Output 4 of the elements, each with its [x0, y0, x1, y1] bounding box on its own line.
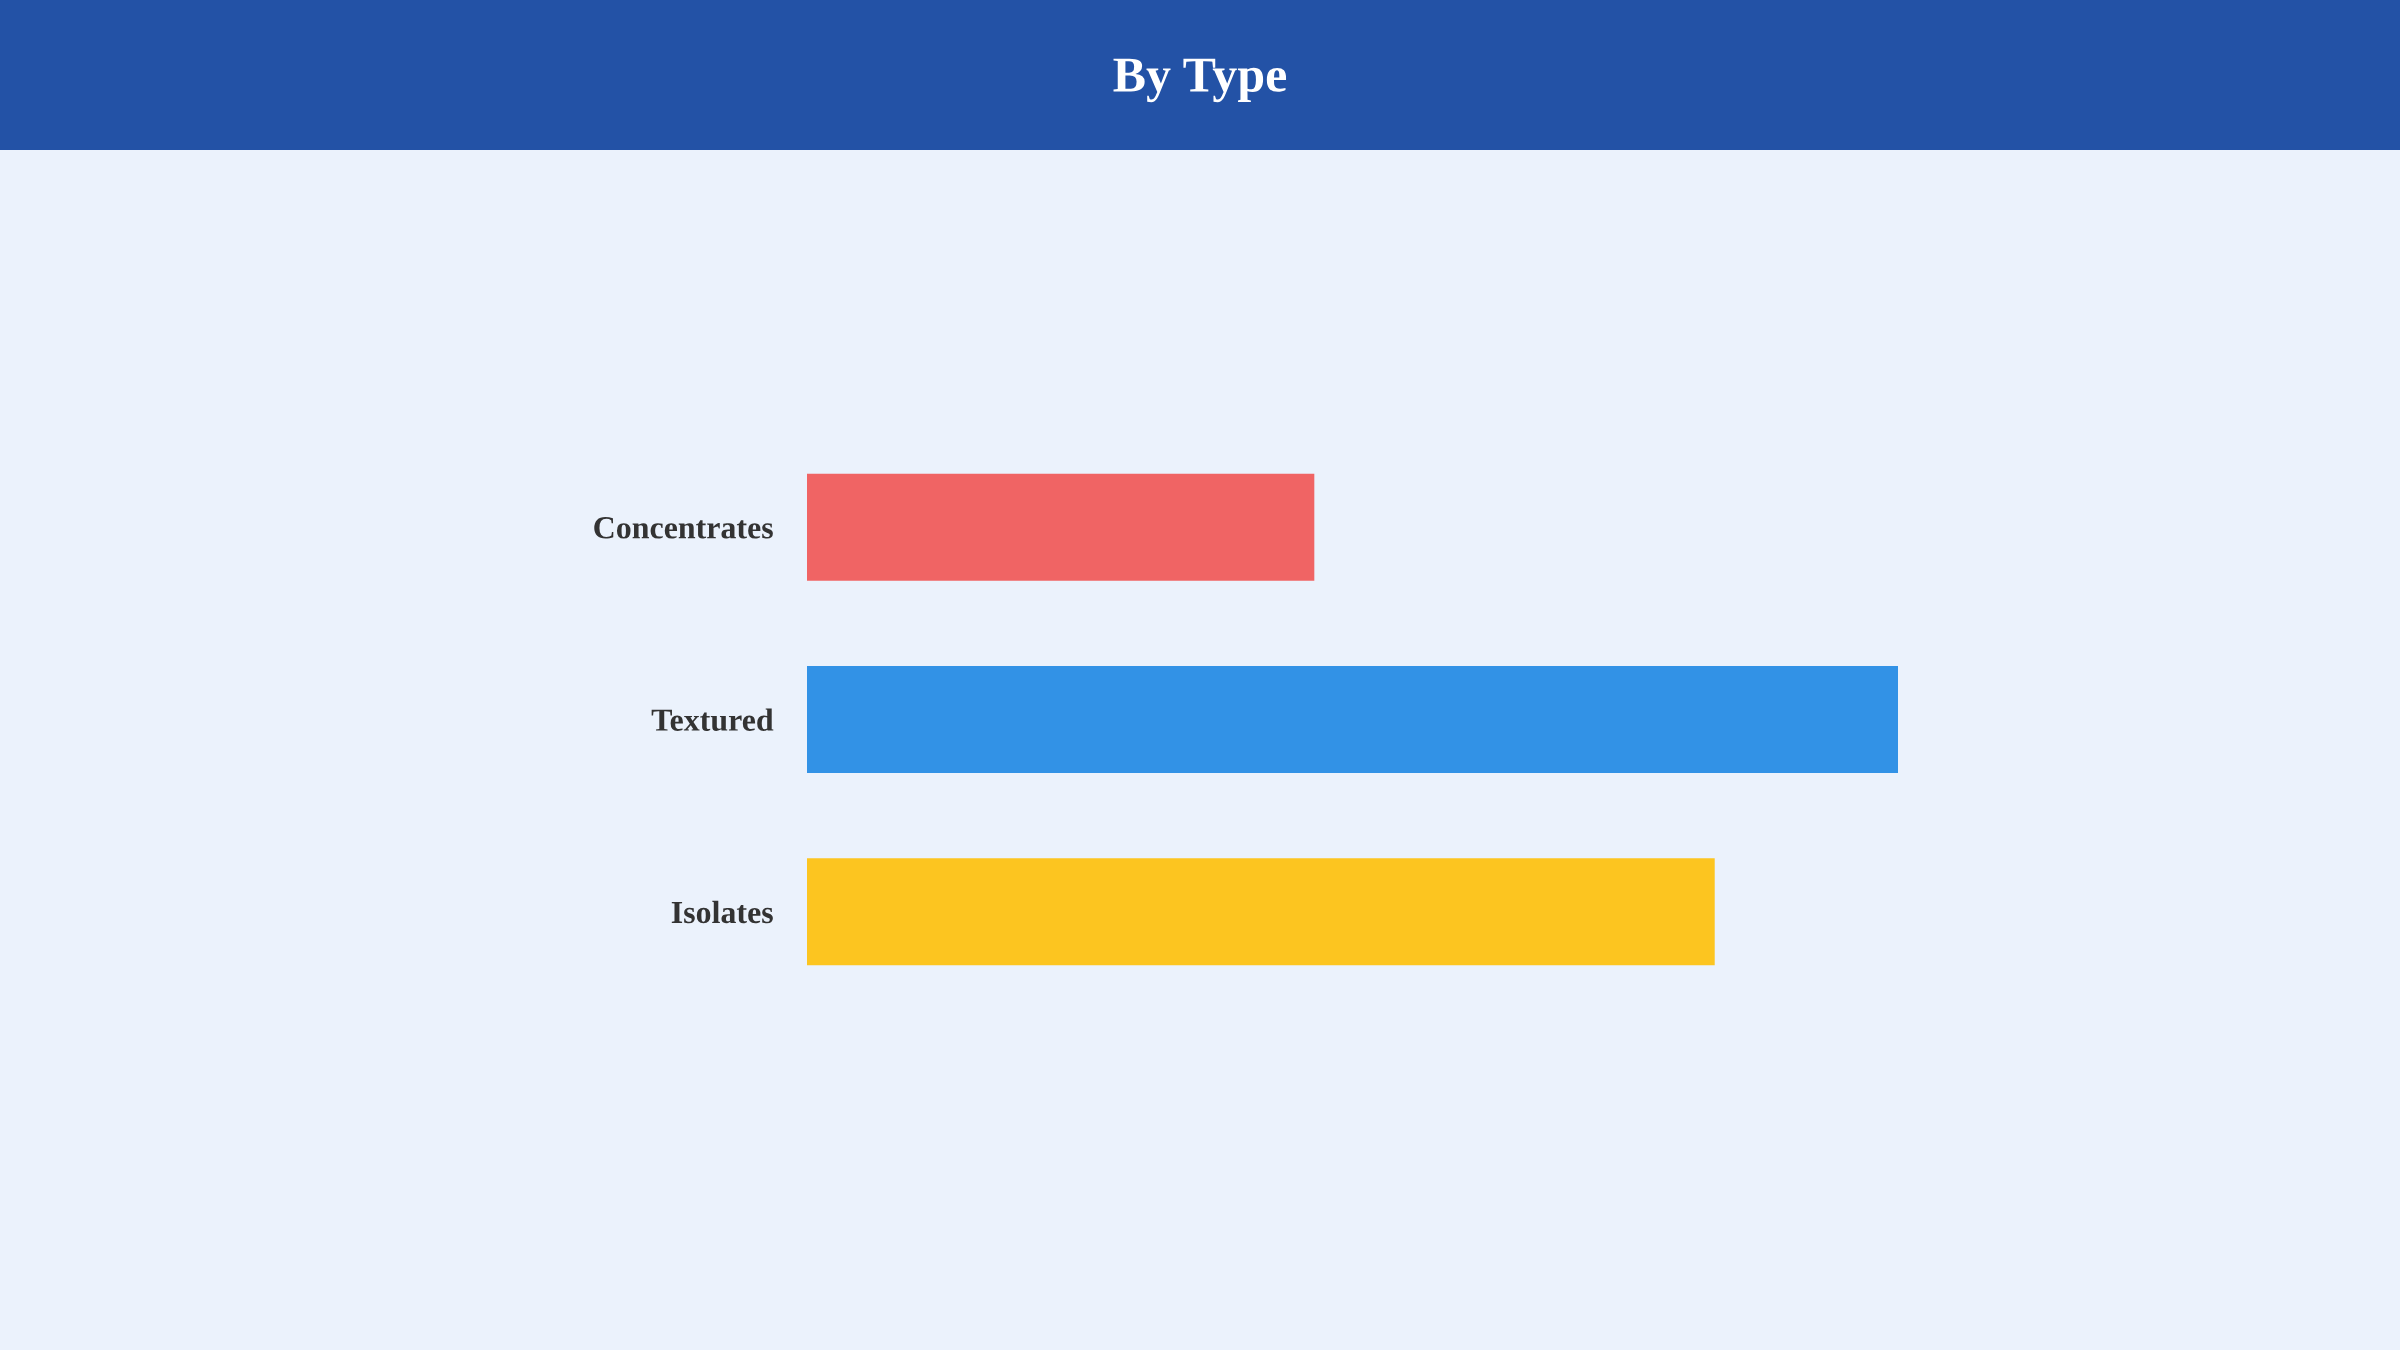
- chart-title: By Type: [1113, 58, 1287, 103]
- y-tick-label: Isolates: [671, 900, 773, 924]
- y-tick-label: Textured: [651, 708, 774, 731]
- y-tick-label: Concentrates: [594, 517, 773, 539]
